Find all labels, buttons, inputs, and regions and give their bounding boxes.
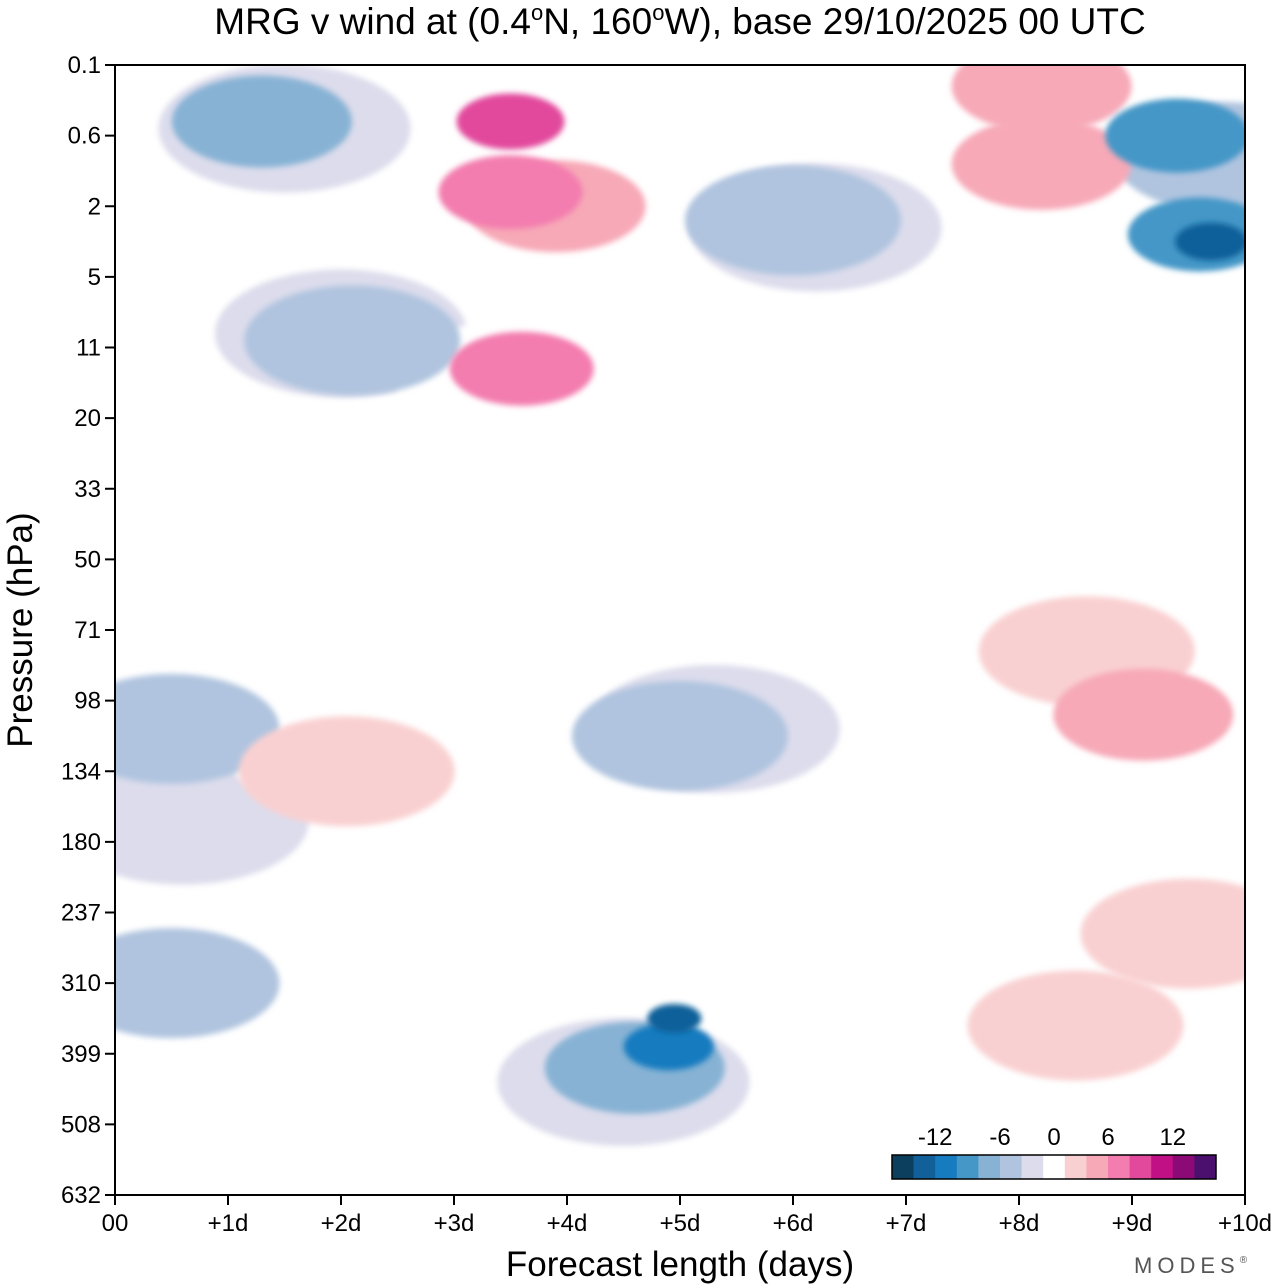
- contour-strat-pos-11: [449, 331, 594, 406]
- y-tick-label: 0.1: [68, 52, 101, 79]
- y-tick-label: 2: [88, 193, 101, 220]
- y-tick-label: 20: [74, 405, 101, 432]
- y-tick-label: 50: [74, 546, 101, 573]
- contour-strat-neg-11: [244, 285, 461, 396]
- contour-left-neg-small: [115, 673, 280, 784]
- colorbar-swatch: [1043, 1155, 1066, 1179]
- y-tick-label: 0.6: [68, 123, 101, 150]
- contour-strat-neg-0.6-left: [171, 75, 352, 168]
- contour-pos-98-core: [1053, 668, 1234, 761]
- y-tick-label: 71: [74, 617, 101, 644]
- colorbar-tick-label: 6: [1101, 1124, 1114, 1151]
- colorbar-frame: [891, 1154, 1217, 1180]
- y-tick-label: 508: [61, 1111, 101, 1138]
- contour-pos-134-core: [238, 716, 455, 827]
- contour-upper-trop-neg: [572, 680, 788, 791]
- y-axis-label: Pressure (hPa): [1, 512, 40, 747]
- x-tick-label: +4d: [547, 1210, 588, 1237]
- colorbar-swatch: [1000, 1155, 1022, 1179]
- y-axis: 0.1 0.6 2 5 11 20 33 50 71 98 134 180 237 310 399 508 63…: [61, 52, 115, 1209]
- x-tick-label: +1d: [208, 1210, 249, 1237]
- contour-strat-pos-0.1: [951, 65, 1132, 133]
- y-tick-label: 237: [61, 900, 101, 927]
- colorbar-tick-label: -12: [918, 1124, 953, 1151]
- y-tick-label: 310: [61, 970, 101, 997]
- colorbar-swatch: [1194, 1155, 1217, 1179]
- contour-lower-trop-neg-core: [623, 1023, 714, 1071]
- x-tick-label: +2d: [321, 1210, 362, 1237]
- colorbar-swatch: [1021, 1155, 1044, 1179]
- colorbar-swatch: [1108, 1155, 1130, 1179]
- y-tick-label: 134: [61, 758, 101, 785]
- x-axis: 00 +1d +2d +3d +4d +5d +6d +7d +8d +9d +10d: [102, 1195, 1272, 1237]
- contour-strat-pos-0.6: [456, 93, 565, 150]
- y-tick-label: 98: [74, 688, 101, 715]
- colorbar-swatch: [1129, 1155, 1152, 1179]
- colorbar-swatch: [935, 1155, 958, 1179]
- x-tick-label: +3d: [434, 1210, 475, 1237]
- y-tick-label: 11: [76, 335, 101, 362]
- y-tick-label: 632: [61, 1182, 101, 1209]
- x-tick-label: +8d: [999, 1210, 1040, 1237]
- x-tick-label: 00: [102, 1210, 129, 1237]
- colorbar-tick-label: 12: [1159, 1124, 1186, 1151]
- y-tick-label: 33: [74, 476, 101, 503]
- contour-strat-neg-5: [1175, 222, 1245, 261]
- contour-strat-pos-2-core: [438, 155, 583, 230]
- contour-strat-pos-1: [951, 117, 1132, 210]
- contour-right-pos-237: [1080, 878, 1245, 989]
- colorbar-swatch: [1086, 1155, 1109, 1179]
- colorbar: -12 -6 0 6 12: [891, 1124, 1217, 1180]
- y-tick-label: 399: [61, 1041, 101, 1068]
- contour-left-neg-lower: [115, 928, 280, 1039]
- x-tick-label: +6d: [773, 1210, 814, 1237]
- colorbar-swatch: [892, 1155, 914, 1179]
- colorbar-swatch: [913, 1155, 936, 1179]
- chart-title: MRG v wind at (0.4oN, 160oW), base 29/10…: [214, 0, 1145, 42]
- contour-field: [115, 65, 1245, 1146]
- colorbar-tick-label: 0: [1047, 1124, 1060, 1151]
- colorbar-tick-label: -6: [989, 1124, 1010, 1151]
- colorbar-swatch: [1172, 1155, 1195, 1179]
- y-tick-label: 180: [61, 829, 101, 856]
- contour-strat-pos-20: [700, 368, 953, 497]
- x-tick-label: +5d: [660, 1210, 701, 1237]
- contour-lower-trop-neg-center: [647, 1003, 702, 1033]
- x-tick-label: +7d: [886, 1210, 927, 1237]
- colorbar-swatch: [978, 1155, 1001, 1179]
- modes-logo: MODES®: [1134, 1253, 1252, 1278]
- colorbar-swatch: [956, 1155, 979, 1179]
- contour-strat-pos-20-right: [893, 375, 1145, 504]
- x-tick-label: +10d: [1218, 1210, 1272, 1237]
- contour-strat-neg-0.6: [1105, 98, 1245, 173]
- y-tick-label: 5: [88, 264, 101, 291]
- x-axis-label: Forecast length (days): [506, 1245, 854, 1284]
- contour-strat-neg-1-center: [685, 165, 901, 276]
- colorbar-swatch: [1151, 1155, 1174, 1179]
- contour-right-pos-lower-core: [967, 970, 1184, 1081]
- colorbar-swatch: [1064, 1155, 1087, 1179]
- x-tick-label: +9d: [1112, 1210, 1153, 1237]
